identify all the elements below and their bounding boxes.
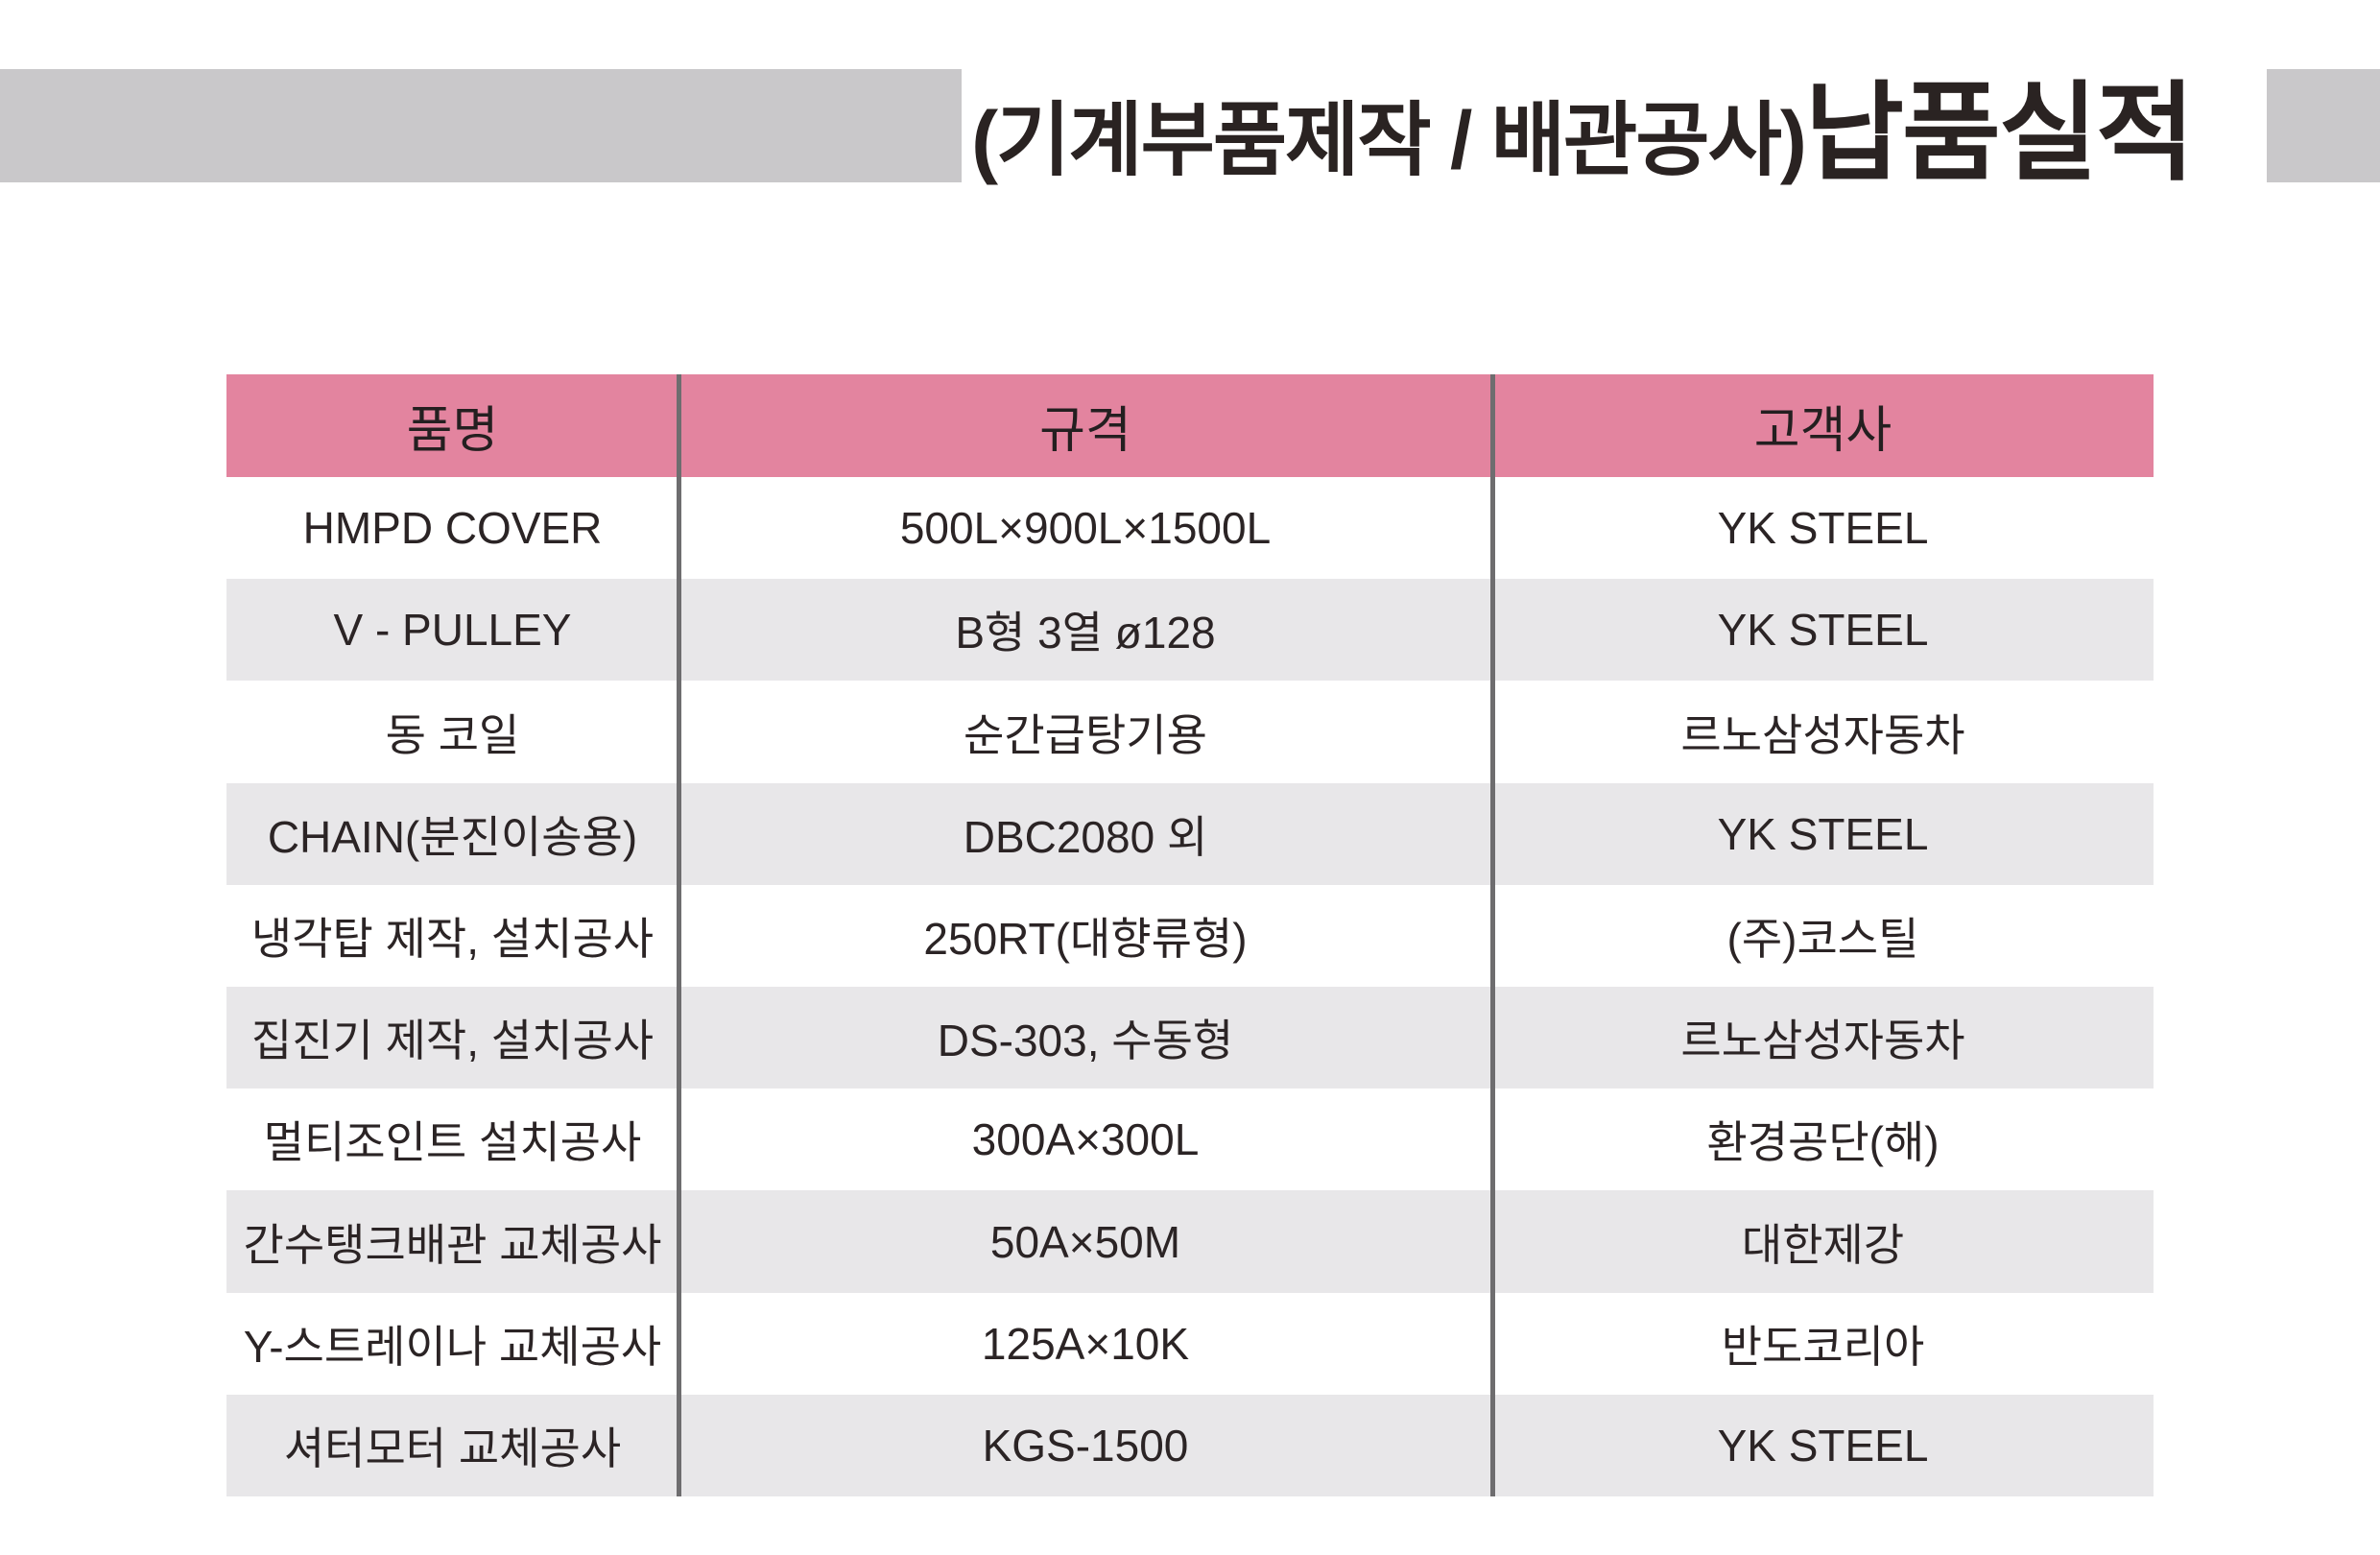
cell-specification: 50A×50M	[989, 1216, 1181, 1267]
cell-product-name: Y-스트레이나 교체공사	[243, 1321, 662, 1372]
column-header-customer: 고객사	[1753, 403, 1892, 459]
table-header-row: 품명 규격 고객사	[226, 374, 2154, 477]
cell-product-name: 셔터모터 교체공사	[283, 1423, 622, 1473]
page-title-main: 납품실적	[1804, 72, 2195, 193]
column-header-product-name: 품명	[406, 403, 499, 459]
column-divider-line-2	[1490, 374, 1495, 1496]
cell-customer: 반도코리아	[1721, 1321, 1925, 1372]
cell-customer: 대한제강	[1741, 1219, 1905, 1270]
cell-customer: YK STEEL	[1717, 503, 1929, 554]
cell-customer: 르노삼성자동차	[1680, 1016, 1965, 1066]
cell-customer: YK STEEL	[1717, 808, 1929, 859]
table-row: 냉각탑 제작, 설치공사 250RT(대향류형) (주)코스틸	[226, 884, 2154, 988]
cell-product-name: 멀티조인트 설치공사	[263, 1117, 642, 1168]
cell-specification: DBC2080 외	[963, 811, 1208, 862]
cell-product-name: CHAIN(분진이송용)	[267, 811, 638, 862]
cell-customer: YK STEEL	[1717, 605, 1929, 656]
table-row: 셔터모터 교체공사 KGS-1500 YK STEEL	[226, 1394, 2154, 1497]
table-row: HMPD COVER 500L×900L×1500L YK STEEL	[226, 477, 2154, 580]
decorative-bar-right	[2267, 69, 2380, 182]
delivery-records-table: 품명 규격 고객사 HMPD COVER 500L×900L×1500L YK …	[226, 374, 2154, 1497]
cell-specification: 300A×300L	[971, 1114, 1200, 1165]
cell-specification: 순간급탕기용	[964, 709, 1207, 760]
cell-specification: 250RT(대향류형)	[923, 913, 1248, 964]
cell-product-name: 간수탱크배관 교체공사	[243, 1219, 662, 1270]
table-row: 동 코일 순간급탕기용 르노삼성자동차	[226, 681, 2154, 783]
table-row: CHAIN(분진이송용) DBC2080 외 YK STEEL	[226, 782, 2154, 885]
cell-customer: 르노삼성자동차	[1680, 709, 1965, 760]
cell-customer: 환경공단(해)	[1706, 1117, 1940, 1168]
table-row: 간수탱크배관 교체공사 50A×50M 대한제강	[226, 1190, 2154, 1293]
cell-product-name: HMPD COVER	[302, 503, 603, 554]
cell-customer: YK STEEL	[1717, 1420, 1929, 1471]
cell-specification: DS-303, 수동형	[937, 1016, 1234, 1066]
cell-product-name: 동 코일	[385, 709, 520, 760]
page-title: (기계부품제작 / 배관공사) 납품실적	[971, 0, 2195, 193]
cell-product-name: V - PULLEY	[333, 605, 572, 656]
cell-specification: B형 3열 ø128	[955, 608, 1216, 658]
table-row: 멀티조인트 설치공사 300A×300L 환경공단(해)	[226, 1088, 2154, 1191]
page-title-prefix: (기계부품제작 / 배관공사)	[971, 95, 1807, 186]
cell-product-name: 냉각탑 제작, 설치공사	[250, 913, 654, 964]
table-row: V - PULLEY B형 3열 ø128 YK STEEL	[226, 579, 2154, 682]
column-header-specification: 규격	[1039, 403, 1131, 459]
table-row: Y-스트레이나 교체공사 125A×10K 반도코리아	[226, 1292, 2154, 1395]
column-divider-line-1	[677, 374, 681, 1496]
decorative-bar-left	[0, 69, 962, 182]
cell-customer: (주)코스틸	[1726, 913, 1919, 964]
cell-specification: 500L×900L×1500L	[899, 503, 1272, 554]
cell-product-name: 집진기 제작, 설치공사	[250, 1016, 654, 1066]
table-row: 집진기 제작, 설치공사 DS-303, 수동형 르노삼성자동차	[226, 987, 2154, 1089]
cell-specification: 125A×10K	[981, 1318, 1190, 1369]
cell-specification: KGS-1500	[982, 1420, 1189, 1471]
